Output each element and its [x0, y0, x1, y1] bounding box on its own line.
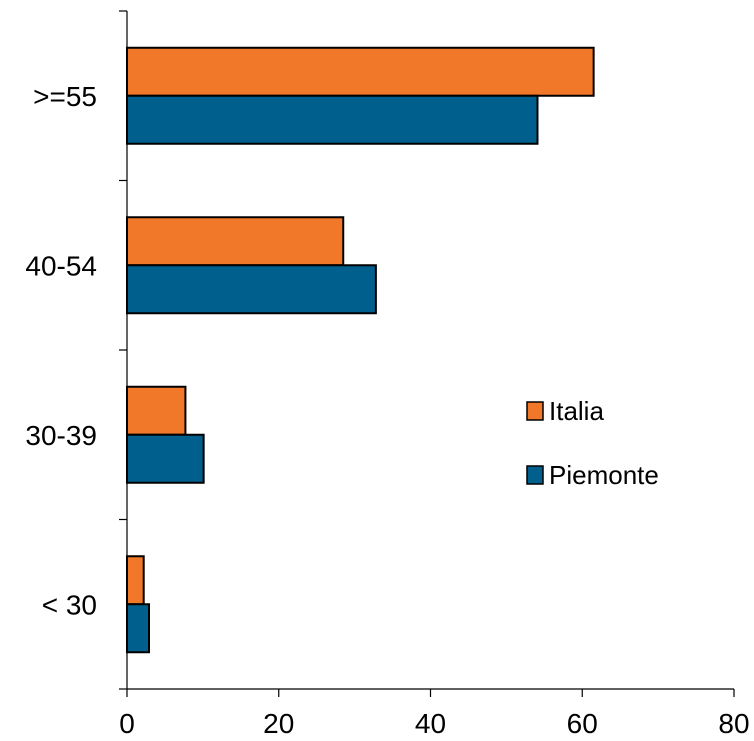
bar-italia-3 [126, 46, 595, 97]
bar-piemonte-3 [126, 94, 539, 145]
y-tick-label: 40-54 [25, 250, 97, 281]
bar-italia-0 [126, 555, 145, 606]
x-tick-label: 60 [567, 708, 598, 739]
bar-italia-2 [126, 216, 345, 267]
legend-swatch-italia [526, 401, 544, 421]
x-tick-label: 80 [718, 708, 749, 739]
legend-label-italia: Italia [549, 396, 604, 426]
x-tick-label: 40 [415, 708, 446, 739]
legend-label-piemonte: Piemonte [549, 460, 659, 490]
legend: Italia Piemonte [526, 396, 659, 490]
x-tick-label: 0 [119, 708, 135, 739]
y-tick-label: >=55 [33, 81, 97, 112]
bars-layer [126, 46, 595, 654]
bar-piemonte-1 [126, 433, 205, 484]
y-tick-label: < 30 [42, 589, 97, 620]
x-tick-label: 20 [263, 708, 294, 739]
bar-italia-1 [126, 385, 187, 436]
bar-piemonte-0 [126, 603, 151, 654]
bar-piemonte-2 [126, 264, 377, 315]
y-ticks-layer: < 30 30-39 40-54 >=55 [25, 10, 127, 690]
x-ticks-layer: 0 20 40 60 80 [119, 689, 750, 739]
y-tick-label: 30-39 [25, 420, 97, 451]
legend-swatch-piemonte [526, 465, 544, 485]
